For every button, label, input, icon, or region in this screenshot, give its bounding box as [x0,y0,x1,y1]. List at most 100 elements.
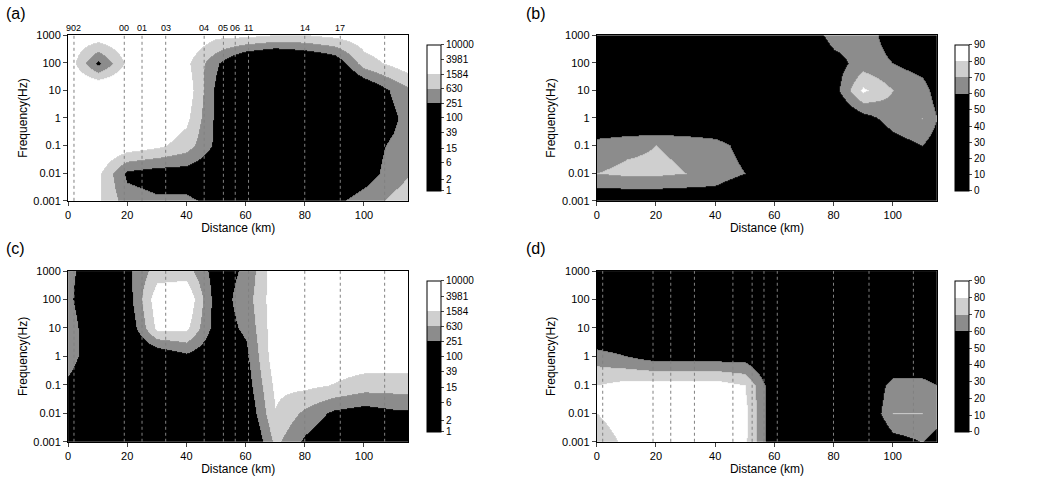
svg-text:03: 03 [161,23,171,33]
svg-text:(a): (a) [6,5,26,22]
svg-text:50: 50 [974,104,986,115]
svg-text:0.001: 0.001 [562,436,590,448]
svg-text:100: 100 [571,293,589,305]
svg-text:Distance (km): Distance (km) [201,462,275,476]
svg-text:40: 40 [180,209,192,221]
svg-text:80: 80 [299,209,311,221]
svg-text:(b): (b) [526,5,546,22]
svg-text:80: 80 [299,450,311,462]
svg-text:100: 100 [446,112,463,123]
svg-text:20: 20 [121,209,133,221]
svg-text:0.01: 0.01 [39,407,60,419]
svg-text:1000: 1000 [565,29,589,41]
svg-text:1584: 1584 [446,69,469,80]
svg-text:20: 20 [974,153,986,164]
svg-text:0.01: 0.01 [568,407,589,419]
svg-text:Frequency(Hz): Frequency(Hz) [544,78,558,157]
svg-text:17: 17 [335,23,345,33]
svg-text:20: 20 [974,393,986,404]
svg-text:1000: 1000 [565,265,589,277]
svg-text:630: 630 [446,83,463,94]
svg-text:39: 39 [446,366,458,377]
svg-text:0: 0 [594,209,600,221]
svg-text:0: 0 [974,185,980,196]
svg-text:80: 80 [827,450,839,462]
svg-text:1584: 1584 [446,306,469,317]
svg-text:90: 90 [974,275,986,286]
svg-text:1: 1 [583,350,589,362]
svg-text:30: 30 [974,376,986,387]
svg-text:15: 15 [446,382,458,393]
svg-text:251: 251 [446,98,463,109]
svg-text:100: 100 [42,293,60,305]
svg-text:15: 15 [446,143,458,154]
svg-text:Frequency(Hz): Frequency(Hz) [544,317,558,396]
svg-text:05: 05 [218,23,228,33]
svg-text:40: 40 [974,359,986,370]
svg-text:3981: 3981 [446,54,469,65]
svg-text:1000: 1000 [36,265,60,277]
svg-text:0.1: 0.1 [574,379,589,391]
svg-text:10: 10 [577,84,589,96]
svg-text:0.1: 0.1 [46,379,61,391]
svg-text:3981: 3981 [446,291,469,302]
svg-text:Frequency(Hz): Frequency(Hz) [16,317,30,396]
svg-text:0.001: 0.001 [33,195,61,207]
svg-text:0: 0 [594,450,600,462]
svg-text:0.1: 0.1 [46,139,61,151]
svg-text:630: 630 [446,321,463,332]
svg-text:100: 100 [355,450,373,462]
svg-text:80: 80 [974,292,986,303]
svg-text:90: 90 [974,39,986,50]
svg-text:40: 40 [709,450,721,462]
svg-text:60: 60 [768,450,780,462]
svg-text:60: 60 [974,326,986,337]
svg-text:60: 60 [768,209,780,221]
svg-text:2: 2 [446,174,452,185]
svg-text:2: 2 [446,415,452,426]
svg-text:04: 04 [199,23,209,33]
svg-text:00: 00 [119,23,129,33]
svg-text:100: 100 [884,209,902,221]
svg-text:60: 60 [974,88,986,99]
svg-text:Frequency(Hz): Frequency(Hz) [16,78,30,157]
svg-text:Distance (km): Distance (km) [730,221,804,235]
svg-text:10: 10 [49,322,61,334]
svg-text:6: 6 [446,157,452,168]
svg-text:10000: 10000 [446,39,474,50]
svg-text:100: 100 [42,57,60,69]
svg-text:40: 40 [974,121,986,132]
svg-text:902: 902 [66,23,81,33]
svg-text:0.01: 0.01 [568,167,589,179]
svg-text:20: 20 [121,450,133,462]
svg-text:1: 1 [446,185,452,196]
svg-text:Distance (km): Distance (km) [730,462,804,476]
svg-text:39: 39 [446,127,458,138]
svg-text:30: 30 [974,137,986,148]
svg-text:40: 40 [709,209,721,221]
svg-text:0.1: 0.1 [574,139,589,151]
svg-text:1: 1 [55,112,61,124]
svg-text:100: 100 [355,209,373,221]
svg-text:01: 01 [137,23,147,33]
svg-text:70: 70 [974,309,986,320]
svg-text:100: 100 [571,57,589,69]
svg-text:1000: 1000 [36,29,60,41]
svg-text:20: 20 [650,450,662,462]
svg-text:70: 70 [974,72,986,83]
svg-text:0.001: 0.001 [562,195,590,207]
svg-text:06: 06 [230,23,240,33]
svg-text:1: 1 [446,426,452,437]
svg-text:1: 1 [55,350,61,362]
svg-text:50: 50 [974,343,986,354]
svg-text:10000: 10000 [446,275,474,286]
svg-text:0: 0 [65,209,71,221]
svg-text:60: 60 [239,450,251,462]
svg-text:1: 1 [583,112,589,124]
svg-text:100: 100 [884,450,902,462]
svg-text:0.01: 0.01 [39,167,60,179]
svg-text:251: 251 [446,336,463,347]
svg-text:0.001: 0.001 [33,436,61,448]
svg-text:(d): (d) [526,240,546,257]
svg-text:80: 80 [974,56,986,67]
